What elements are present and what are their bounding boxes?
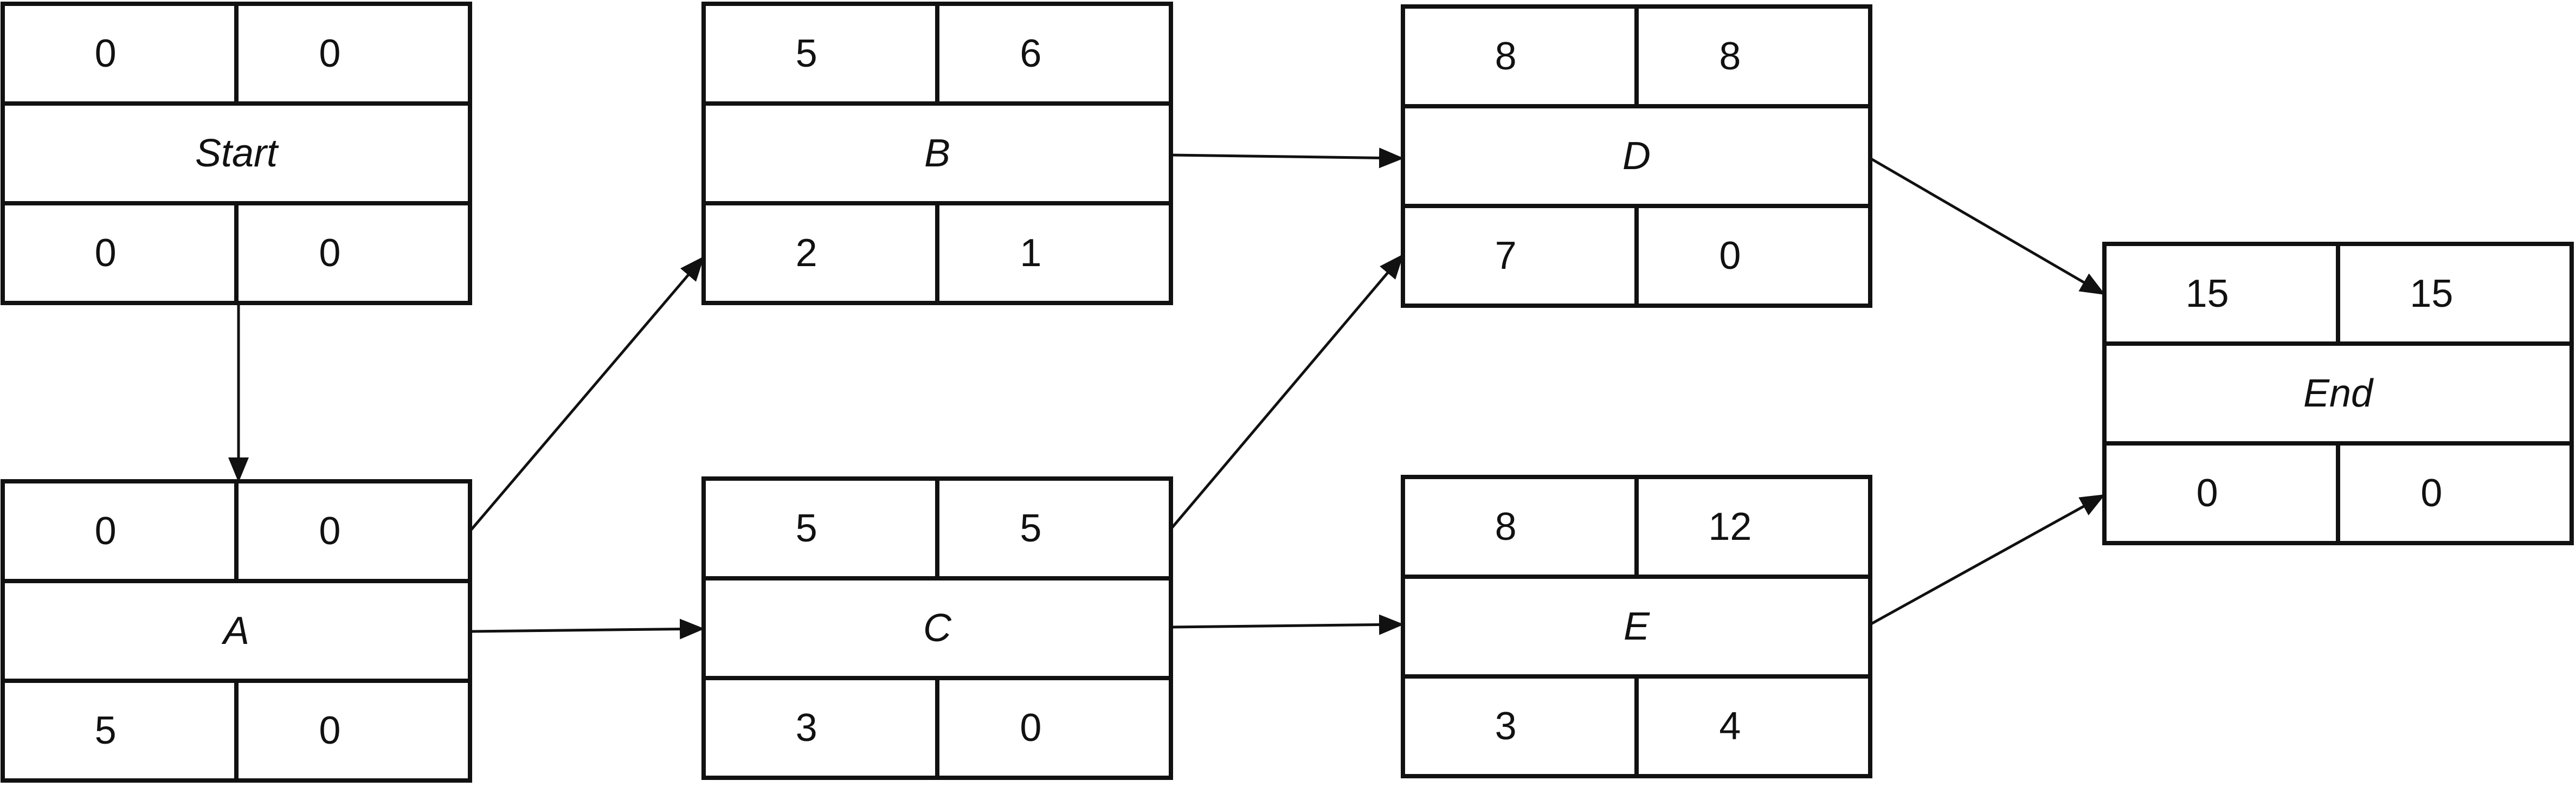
bottom-left-value: 3 — [1495, 705, 1517, 748]
edge-a-to-b — [469, 256, 705, 532]
bottom-right-value: 0 — [319, 231, 340, 275]
top-left-value: 5 — [796, 32, 817, 75]
bottom-right-value: 1 — [1020, 231, 1041, 275]
top-right-value: 15 — [2410, 272, 2453, 315]
top-left-value: 0 — [95, 509, 117, 553]
top-right-value: 0 — [319, 32, 340, 75]
node-name: E — [1624, 605, 1650, 648]
node-b: 5 6 B 2 1 — [701, 2, 1173, 305]
top-right-value: 5 — [1020, 507, 1041, 550]
bottom-left-value: 2 — [796, 231, 817, 275]
edge-d-to-end — [1869, 157, 2105, 296]
top-left-value: 5 — [796, 507, 817, 550]
bottom-left-value: 0 — [2197, 472, 2218, 515]
node-start: 0 0 Start 0 0 — [1, 2, 472, 305]
edge-c-to-e — [1170, 614, 1404, 635]
node-a: 0 0 A 5 0 — [1, 479, 472, 783]
top-right-value: 8 — [1719, 35, 1741, 78]
edge-b-to-d — [1170, 147, 1404, 169]
node-name: B — [924, 132, 950, 175]
top-left-value: 8 — [1495, 35, 1517, 78]
bottom-right-value: 0 — [1719, 234, 1741, 278]
bottom-right-value: 0 — [319, 709, 340, 752]
node-e: 8 12 E 3 4 — [1401, 475, 1872, 778]
edge-e-to-end — [1869, 493, 2105, 626]
top-right-value: 6 — [1020, 32, 1041, 75]
bottom-right-value: 0 — [2420, 472, 2442, 515]
bottom-left-value: 5 — [95, 709, 117, 752]
bottom-right-value: 0 — [1020, 706, 1041, 750]
node-c: 5 5 C 3 0 — [701, 476, 1173, 780]
edge-a-to-c — [469, 618, 705, 640]
bottom-left-value: 0 — [95, 231, 117, 275]
top-right-value: 12 — [1708, 505, 1751, 549]
top-left-value: 0 — [95, 32, 117, 75]
node-name: D — [1622, 134, 1651, 178]
bottom-left-value: 3 — [796, 706, 817, 750]
bottom-left-value: 7 — [1495, 234, 1517, 278]
top-right-value: 0 — [319, 509, 340, 553]
node-d: 8 8 D 7 0 — [1401, 4, 1872, 308]
node-name: Start — [195, 132, 279, 175]
node-end: 15 15 End 0 0 — [2102, 242, 2574, 545]
bottom-right-value: 4 — [1719, 705, 1741, 748]
node-name: End — [2303, 372, 2374, 415]
node-name: A — [221, 609, 249, 653]
top-left-value: 8 — [1495, 505, 1517, 549]
edge-c-to-d — [1170, 254, 1404, 530]
top-left-value: 15 — [2186, 272, 2229, 315]
edges — [228, 147, 2105, 640]
node-name: C — [923, 607, 952, 650]
